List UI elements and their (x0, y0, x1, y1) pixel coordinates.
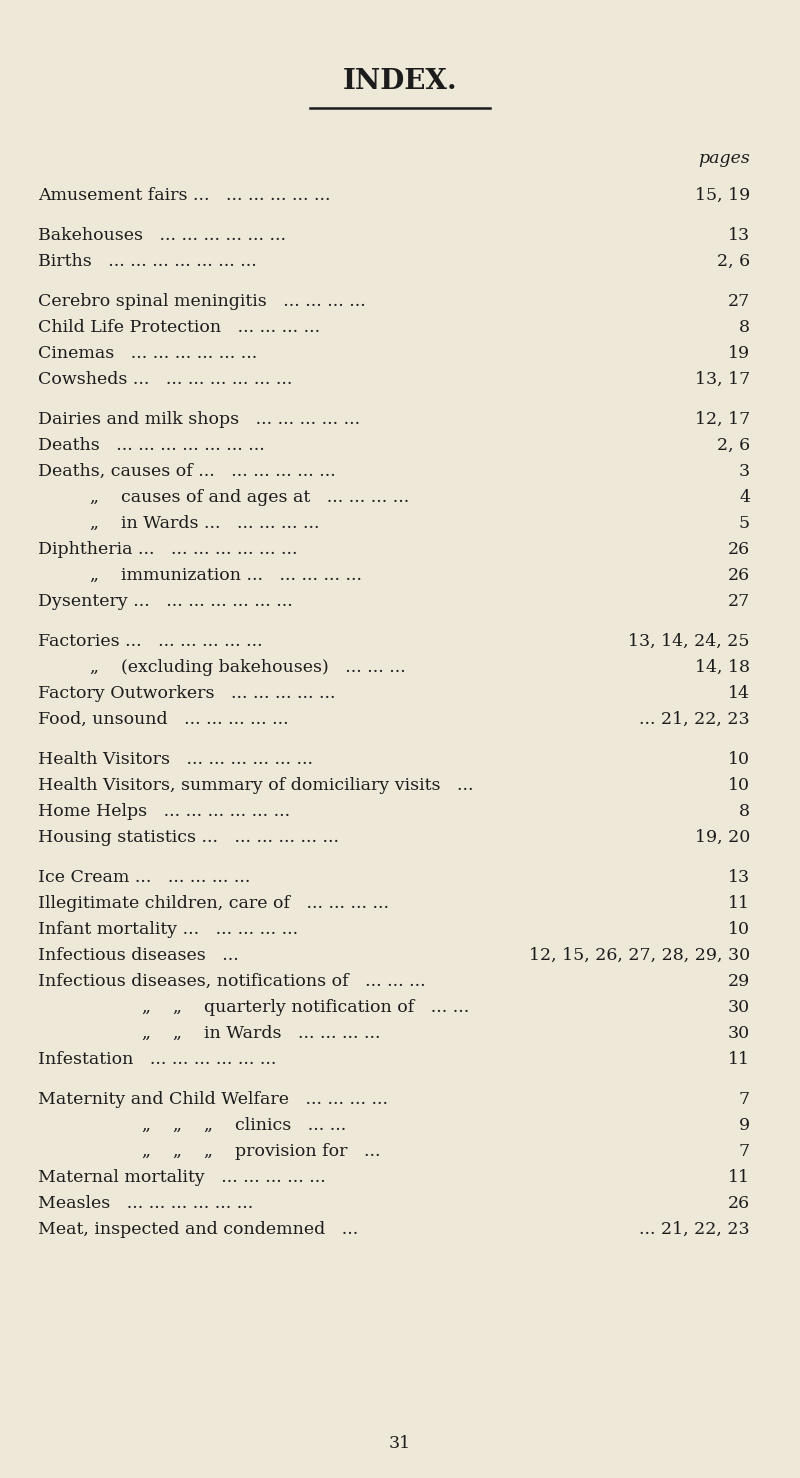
Text: 12, 17: 12, 17 (694, 411, 750, 429)
Text: Cinemas   ... ... ... ... ... ...: Cinemas ... ... ... ... ... ... (38, 344, 258, 362)
Text: 30: 30 (728, 1026, 750, 1042)
Text: 8: 8 (739, 319, 750, 336)
Text: Dairies and milk shops   ... ... ... ... ...: Dairies and milk shops ... ... ... ... .… (38, 411, 360, 429)
Text: Infectious diseases   ...: Infectious diseases ... (38, 947, 238, 964)
Text: 27: 27 (728, 293, 750, 310)
Text: Child Life Protection   ... ... ... ...: Child Life Protection ... ... ... ... (38, 319, 320, 336)
Text: „    immunization ...   ... ... ... ...: „ immunization ... ... ... ... ... (90, 568, 362, 584)
Text: Cowsheds ...   ... ... ... ... ... ...: Cowsheds ... ... ... ... ... ... ... (38, 371, 292, 389)
Text: „    in Wards ...   ... ... ... ...: „ in Wards ... ... ... ... ... (90, 514, 319, 532)
Text: 11: 11 (728, 1169, 750, 1185)
Text: 13, 17: 13, 17 (694, 371, 750, 389)
Text: 13, 14, 24, 25: 13, 14, 24, 25 (629, 633, 750, 650)
Text: ... 21, 22, 23: ... 21, 22, 23 (639, 711, 750, 729)
Text: 3: 3 (739, 463, 750, 480)
Text: Illegitimate children, care of   ... ... ... ...: Illegitimate children, care of ... ... .… (38, 896, 389, 912)
Text: 2, 6: 2, 6 (717, 437, 750, 454)
Text: Health Visitors   ... ... ... ... ... ...: Health Visitors ... ... ... ... ... ... (38, 751, 313, 769)
Text: pages: pages (698, 149, 750, 167)
Text: INDEX.: INDEX. (342, 68, 458, 95)
Text: 9: 9 (739, 1117, 750, 1134)
Text: Infant mortality ...   ... ... ... ...: Infant mortality ... ... ... ... ... (38, 921, 298, 939)
Text: Maternity and Child Welfare   ... ... ... ...: Maternity and Child Welfare ... ... ... … (38, 1091, 388, 1108)
Text: „    „    quarterly notification of   ... ...: „ „ quarterly notification of ... ... (142, 999, 470, 1015)
Text: 4: 4 (739, 489, 750, 505)
Text: 19, 20: 19, 20 (694, 829, 750, 845)
Text: 5: 5 (739, 514, 750, 532)
Text: 11: 11 (728, 1051, 750, 1069)
Text: „    „    „    provision for   ...: „ „ „ provision for ... (142, 1142, 381, 1160)
Text: 7: 7 (739, 1091, 750, 1108)
Text: Ice Cream ...   ... ... ... ...: Ice Cream ... ... ... ... ... (38, 869, 250, 885)
Text: 2, 6: 2, 6 (717, 253, 750, 270)
Text: 11: 11 (728, 896, 750, 912)
Text: 19: 19 (728, 344, 750, 362)
Text: Cerebro spinal meningitis   ... ... ... ...: Cerebro spinal meningitis ... ... ... ..… (38, 293, 366, 310)
Text: 14: 14 (728, 684, 750, 702)
Text: Deaths   ... ... ... ... ... ... ...: Deaths ... ... ... ... ... ... ... (38, 437, 265, 454)
Text: 13: 13 (728, 228, 750, 244)
Text: 10: 10 (728, 777, 750, 794)
Text: Births   ... ... ... ... ... ... ...: Births ... ... ... ... ... ... ... (38, 253, 257, 270)
Text: 8: 8 (739, 803, 750, 820)
Text: Deaths, causes of ...   ... ... ... ... ...: Deaths, causes of ... ... ... ... ... ..… (38, 463, 336, 480)
Text: Bakehouses   ... ... ... ... ... ...: Bakehouses ... ... ... ... ... ... (38, 228, 286, 244)
Text: Factories ...   ... ... ... ... ...: Factories ... ... ... ... ... ... (38, 633, 262, 650)
Text: 26: 26 (728, 541, 750, 559)
Text: 29: 29 (728, 973, 750, 990)
Text: „    causes of and ages at   ... ... ... ...: „ causes of and ages at ... ... ... ... (90, 489, 410, 505)
Text: Food, unsound   ... ... ... ... ...: Food, unsound ... ... ... ... ... (38, 711, 289, 729)
Text: 31: 31 (389, 1435, 411, 1451)
Text: 7: 7 (739, 1142, 750, 1160)
Text: „    „    „    clinics   ... ...: „ „ „ clinics ... ... (142, 1117, 346, 1134)
Text: 12, 15, 26, 27, 28, 29, 30: 12, 15, 26, 27, 28, 29, 30 (529, 947, 750, 964)
Text: 10: 10 (728, 921, 750, 939)
Text: Housing statistics ...   ... ... ... ... ...: Housing statistics ... ... ... ... ... .… (38, 829, 339, 845)
Text: 15, 19: 15, 19 (694, 188, 750, 204)
Text: Diphtheria ...   ... ... ... ... ... ...: Diphtheria ... ... ... ... ... ... ... (38, 541, 298, 559)
Text: Meat, inspected and condemned   ...: Meat, inspected and condemned ... (38, 1221, 358, 1239)
Text: 14, 18: 14, 18 (695, 659, 750, 675)
Text: „    (excluding bakehouses)   ... ... ...: „ (excluding bakehouses) ... ... ... (90, 659, 406, 675)
Text: Dysentery ...   ... ... ... ... ... ...: Dysentery ... ... ... ... ... ... ... (38, 593, 293, 610)
Text: Health Visitors, summary of domiciliary visits   ...: Health Visitors, summary of domiciliary … (38, 777, 474, 794)
Text: 27: 27 (728, 593, 750, 610)
Text: 26: 26 (728, 568, 750, 584)
Text: ... 21, 22, 23: ... 21, 22, 23 (639, 1221, 750, 1239)
Text: 30: 30 (728, 999, 750, 1015)
Text: Infectious diseases, notifications of   ... ... ...: Infectious diseases, notifications of ..… (38, 973, 426, 990)
Text: Infestation   ... ... ... ... ... ...: Infestation ... ... ... ... ... ... (38, 1051, 276, 1069)
Text: Maternal mortality   ... ... ... ... ...: Maternal mortality ... ... ... ... ... (38, 1169, 326, 1185)
Text: 26: 26 (728, 1196, 750, 1212)
Text: 10: 10 (728, 751, 750, 769)
Text: Home Helps   ... ... ... ... ... ...: Home Helps ... ... ... ... ... ... (38, 803, 290, 820)
Text: „    „    in Wards   ... ... ... ...: „ „ in Wards ... ... ... ... (142, 1026, 381, 1042)
Text: Factory Outworkers   ... ... ... ... ...: Factory Outworkers ... ... ... ... ... (38, 684, 335, 702)
Text: 13: 13 (728, 869, 750, 885)
Text: Amusement fairs ...   ... ... ... ... ...: Amusement fairs ... ... ... ... ... ... (38, 188, 330, 204)
Text: Measles   ... ... ... ... ... ...: Measles ... ... ... ... ... ... (38, 1196, 254, 1212)
